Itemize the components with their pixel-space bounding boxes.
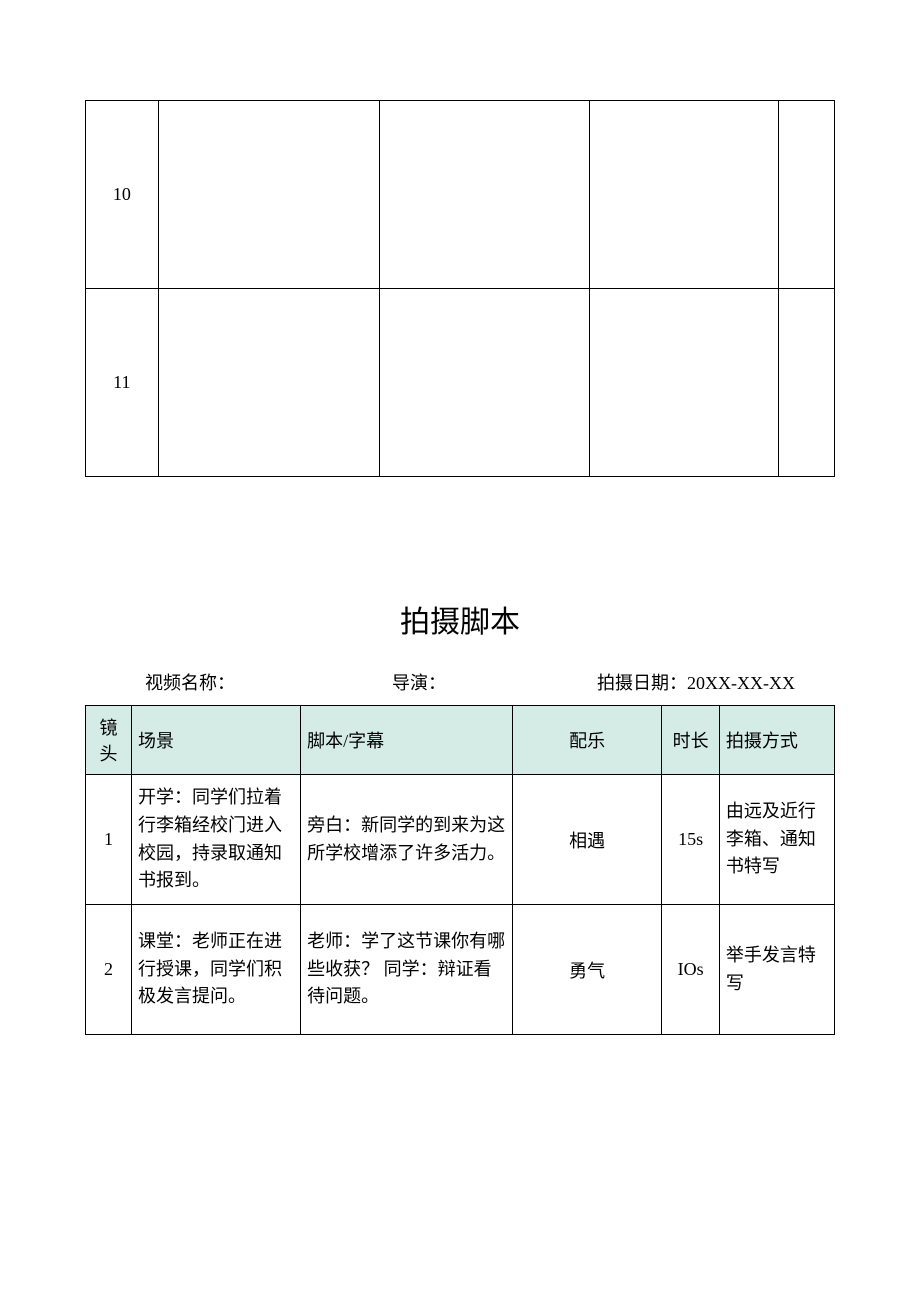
cell bbox=[158, 101, 380, 289]
header-method: 拍摄方式 bbox=[719, 706, 834, 775]
duration-text: 15s bbox=[662, 775, 720, 905]
music-text: 勇气 bbox=[512, 905, 662, 1035]
cell bbox=[380, 289, 590, 477]
method-text: 由远及近行李箱、通知书特写 bbox=[719, 775, 834, 905]
cell bbox=[779, 101, 835, 289]
scene-text: 开学：同学们拉着行李箱经校门进入校园，持录取通知书报到。 bbox=[132, 775, 301, 905]
header-row: 镜头 场景 脚本/字幕 配乐 时长 拍摄方式 bbox=[86, 706, 835, 775]
table-row: 10 bbox=[86, 101, 835, 289]
table-row: 11 bbox=[86, 289, 835, 477]
director-label: 导演： bbox=[392, 669, 597, 695]
header-shot: 镜头 bbox=[86, 706, 132, 775]
row-number: 11 bbox=[86, 289, 159, 477]
music-text: 相遇 bbox=[512, 775, 662, 905]
scene-text: 课堂：老师正在进行授课，同学们积极发言提问。 bbox=[132, 905, 301, 1035]
shot-number: 1 bbox=[86, 775, 132, 905]
header-music: 配乐 bbox=[512, 706, 662, 775]
table-row: 2 课堂：老师正在进行授课，同学们积极发言提问。 老师：学了这节课你有哪些收获？… bbox=[86, 905, 835, 1035]
page-title: 拍摄脚本 bbox=[85, 597, 835, 641]
shot-number: 2 bbox=[86, 905, 132, 1035]
duration-text: IOs bbox=[662, 905, 720, 1035]
table-row: 1 开学：同学们拉着行李箱经校门进入校园，持录取通知书报到。 旁白：新同学的到来… bbox=[86, 775, 835, 905]
method-text: 举手发言特写 bbox=[719, 905, 834, 1035]
cell bbox=[380, 101, 590, 289]
cell bbox=[779, 289, 835, 477]
header-scene: 场景 bbox=[132, 706, 301, 775]
top-table: 10 11 bbox=[85, 100, 835, 477]
date-label: 拍摄日期：20XX-XX-XX bbox=[597, 669, 795, 695]
meta-row: 视频名称： 导演： 拍摄日期：20XX-XX-XX bbox=[85, 669, 835, 695]
header-duration: 时长 bbox=[662, 706, 720, 775]
cell bbox=[590, 101, 779, 289]
script-text: 旁白：新同学的到来为这所学校增添了许多活力。 bbox=[301, 775, 513, 905]
video-name-label: 视频名称： bbox=[145, 669, 392, 695]
script-text: 老师：学了这节课你有哪些收获？ 同学：辩证看待问题。 bbox=[301, 905, 513, 1035]
script-table: 镜头 场景 脚本/字幕 配乐 时长 拍摄方式 1 开学：同学们拉着行李箱经校门进… bbox=[85, 705, 835, 1035]
cell bbox=[590, 289, 779, 477]
header-script: 脚本/字幕 bbox=[301, 706, 513, 775]
date-value: 20XX-XX-XX bbox=[687, 673, 795, 693]
cell bbox=[158, 289, 380, 477]
row-number: 10 bbox=[86, 101, 159, 289]
date-label-text: 拍摄日期： bbox=[597, 673, 687, 693]
